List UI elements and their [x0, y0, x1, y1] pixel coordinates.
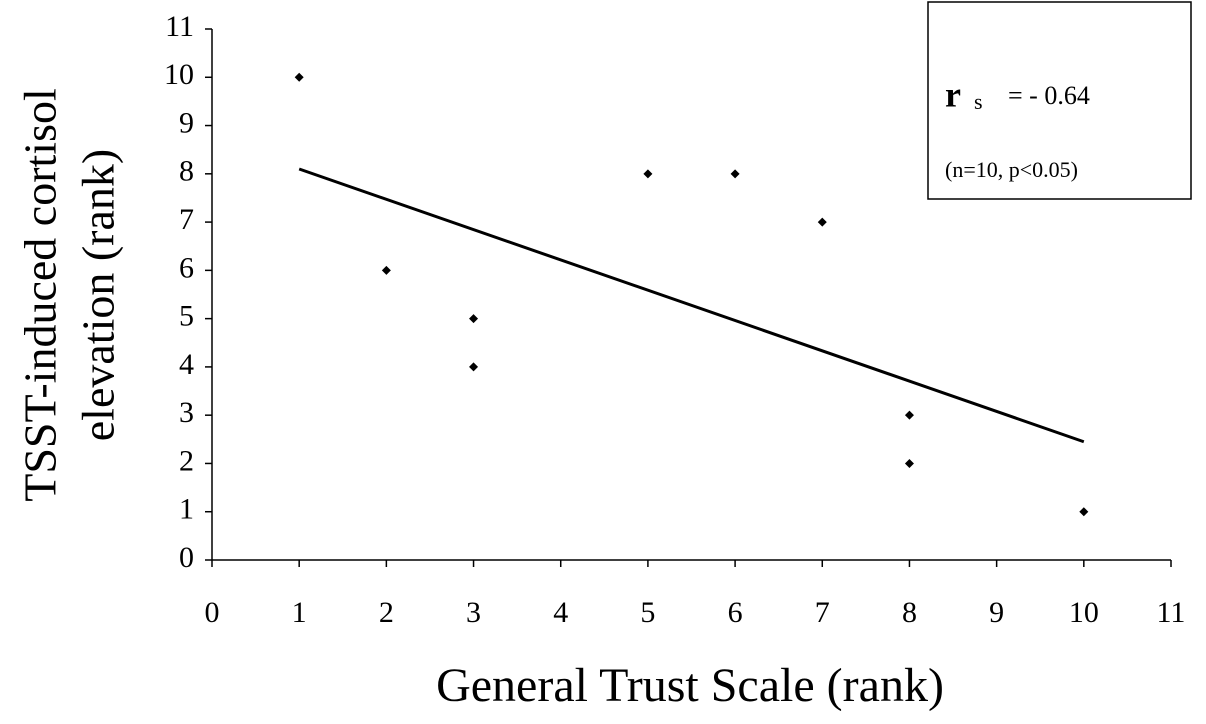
y-axis-title: TSST-induced cortisol elevation (rank) — [15, 88, 124, 502]
annotation-note: (n=10, p<0.05) — [945, 157, 1078, 182]
trend-line — [298, 167, 1085, 444]
x-axis-title: General Trust Scale (rank) — [436, 659, 944, 712]
annotation-value: = - 0.64 — [1008, 81, 1090, 110]
x-tick-label: 2 — [379, 596, 394, 629]
y-tick-label: 0 — [179, 541, 194, 574]
point — [469, 362, 479, 372]
x-tick-label: 5 — [640, 596, 655, 629]
x-tick-label: 0 — [205, 596, 220, 629]
x-tick-label: 4 — [553, 596, 568, 629]
x-tick-label: 1 — [292, 596, 307, 629]
point — [1079, 507, 1089, 517]
point — [730, 169, 740, 179]
x-tick-label: 7 — [815, 596, 830, 629]
point — [904, 410, 914, 420]
y-tick-label: 7 — [179, 203, 194, 236]
y-tick-label: 11 — [165, 10, 194, 43]
x-tick-label: 11 — [1157, 596, 1186, 629]
point — [643, 169, 653, 179]
annotation-subscript: s — [974, 89, 983, 114]
x-tick-label: 9 — [989, 596, 1004, 629]
point — [294, 72, 304, 82]
y-tick-label: 1 — [179, 493, 194, 526]
x-tick-label: 10 — [1069, 596, 1099, 629]
y-axis-title-line: TSST-induced cortisol — [15, 88, 66, 502]
x-tick-label: 3 — [466, 596, 481, 629]
y-tick-label: 2 — [179, 444, 194, 477]
y-tick-label: 3 — [179, 396, 194, 429]
y-tick-label: 5 — [179, 300, 194, 333]
y-tick-label: 4 — [179, 348, 194, 381]
x-tick-label: 8 — [902, 596, 917, 629]
x-tick-label: 6 — [728, 596, 743, 629]
point — [469, 314, 479, 324]
annotation-symbol: r — [945, 74, 961, 114]
point — [817, 217, 827, 227]
y-tick-label: 8 — [179, 155, 194, 188]
y-tick-label: 10 — [164, 58, 194, 91]
point — [904, 458, 914, 468]
y-tick-label: 6 — [179, 251, 194, 284]
y-axis-title-line: elevation (rank) — [73, 149, 124, 441]
point — [381, 265, 391, 275]
y-tick-label: 9 — [179, 106, 194, 139]
annotation-box — [927, 1, 1192, 200]
